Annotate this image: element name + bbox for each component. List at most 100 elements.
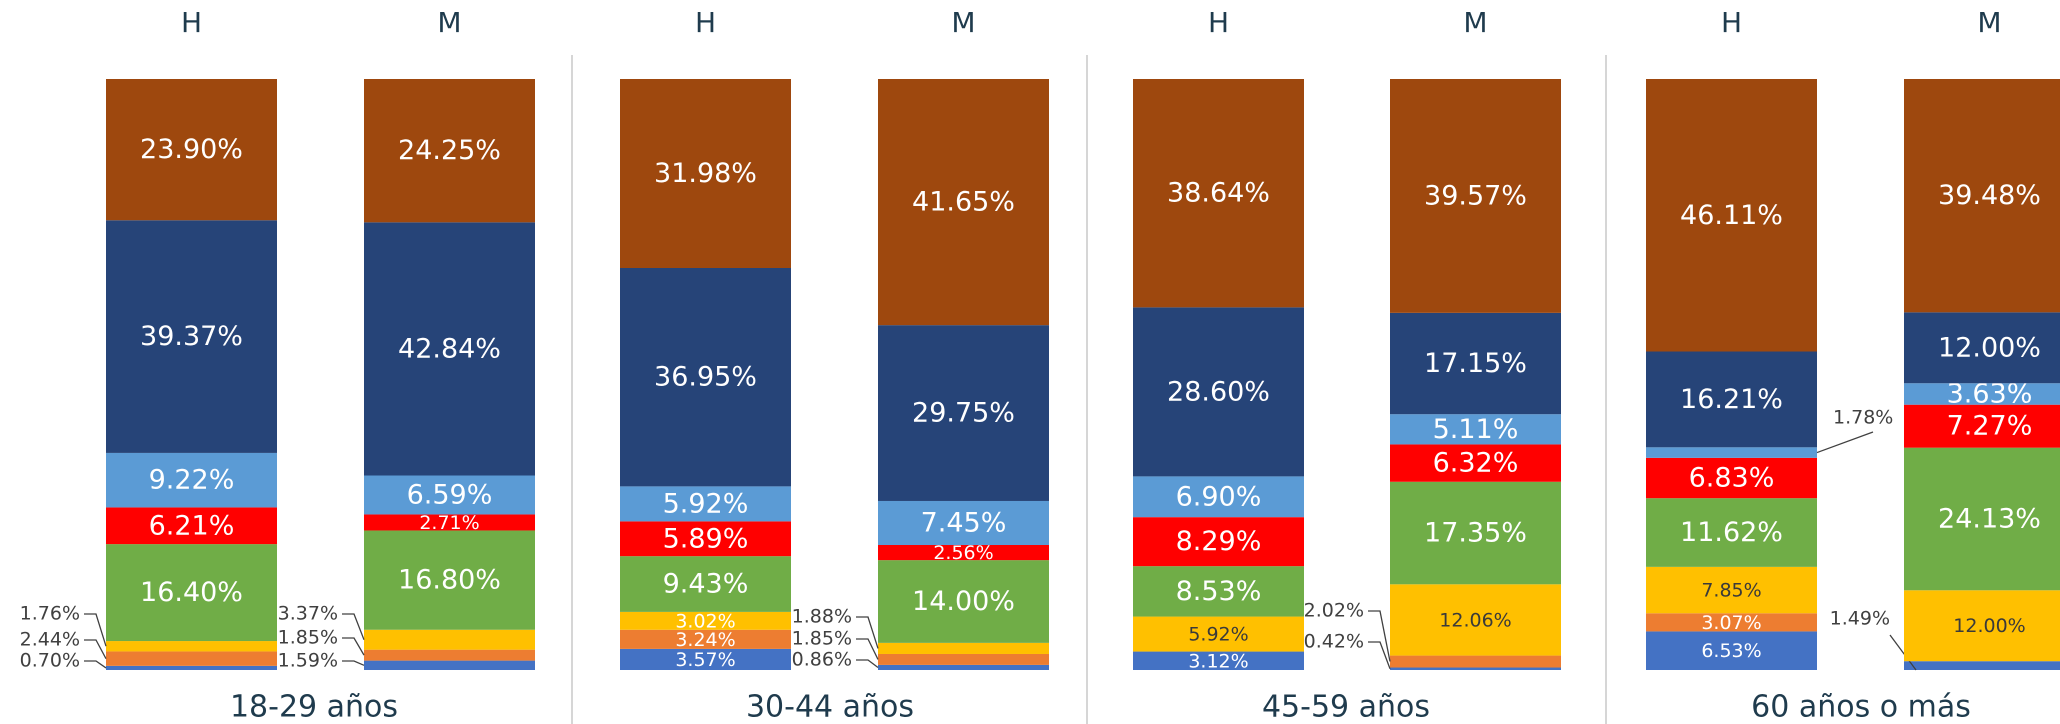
value-label: 3.07% xyxy=(1701,612,1761,634)
value-label: 14.00% xyxy=(912,586,1015,617)
bar-segment xyxy=(106,665,277,670)
value-label: 3.63% xyxy=(1947,378,2033,409)
value-label: 1.49% xyxy=(1830,608,1890,630)
bar-segment xyxy=(1646,631,1817,670)
value-label: 24.13% xyxy=(1938,503,2041,534)
value-label: 5.92% xyxy=(1188,624,1248,646)
bar-segment xyxy=(1904,447,2060,591)
leader-line xyxy=(856,659,879,668)
value-label: 3.37% xyxy=(278,603,338,625)
bar-segment xyxy=(1133,307,1304,477)
bar-segment xyxy=(1646,498,1817,567)
category-label: M xyxy=(1463,6,1487,39)
value-label: 3.12% xyxy=(1188,650,1248,672)
value-label: 39.57% xyxy=(1424,180,1527,211)
bar-segment xyxy=(1646,566,1817,614)
bar-segment xyxy=(364,629,535,650)
value-label: 3.24% xyxy=(675,629,735,651)
leader-line xyxy=(856,616,879,649)
bar-segment xyxy=(364,514,535,531)
bar-segment xyxy=(106,79,277,221)
value-label: 9.43% xyxy=(663,569,749,600)
bar-segment xyxy=(1133,616,1304,652)
group-label: 45-59 años xyxy=(1262,690,1430,724)
leader-line xyxy=(84,613,107,647)
category-label: M xyxy=(951,6,975,39)
bar-segment xyxy=(1133,476,1304,518)
bar-segment xyxy=(1390,655,1561,668)
value-label: 7.85% xyxy=(1701,580,1761,602)
bar-segment xyxy=(620,629,791,649)
bar-segment xyxy=(1390,667,1561,670)
value-label: 17.35% xyxy=(1424,518,1527,549)
bar-segment xyxy=(364,222,535,476)
bar-segment xyxy=(878,545,1049,561)
bar-segment xyxy=(106,544,277,642)
bar-segment xyxy=(1646,447,1817,458)
bar-segment xyxy=(1904,312,2060,384)
bar-segment xyxy=(1904,661,2060,670)
bar-segment xyxy=(364,79,535,223)
category-label: H xyxy=(1208,6,1229,39)
bar-segment xyxy=(364,530,535,630)
bar-segment xyxy=(620,268,791,487)
leader-line xyxy=(84,639,107,659)
value-label: 0.42% xyxy=(1304,631,1364,653)
value-label: 46.11% xyxy=(1680,200,1783,231)
leader-line xyxy=(1889,634,1917,671)
group-label: 18-29 años xyxy=(230,690,398,724)
value-label: 17.15% xyxy=(1424,348,1527,379)
bar-segment xyxy=(1646,613,1817,632)
bar-segment xyxy=(1133,651,1304,670)
category-label: H xyxy=(695,6,716,39)
bar-segment xyxy=(1390,414,1561,445)
value-label: 6.83% xyxy=(1689,463,1775,494)
value-label: 8.29% xyxy=(1176,526,1262,557)
bar-segment xyxy=(1390,584,1561,656)
bar-segment xyxy=(878,642,1049,654)
value-label: 9.22% xyxy=(149,465,235,496)
bar-segment xyxy=(106,452,277,508)
value-label: 39.48% xyxy=(1938,180,2041,211)
bar-segment xyxy=(106,651,277,666)
bar-segment xyxy=(106,641,277,652)
value-label: 8.53% xyxy=(1176,576,1262,607)
value-label: 6.32% xyxy=(1433,448,1519,479)
bar-segment xyxy=(878,500,1049,546)
leader-line xyxy=(342,637,365,656)
leader-line xyxy=(1816,431,1874,454)
value-label: 0.70% xyxy=(20,650,80,672)
value-label: 6.90% xyxy=(1176,481,1262,512)
value-label: 1.78% xyxy=(1833,407,1893,429)
leader-line xyxy=(84,660,107,669)
value-label: 31.98% xyxy=(654,158,757,189)
value-label: 42.84% xyxy=(398,333,501,364)
bar-segment xyxy=(878,79,1049,326)
group-label: 60 años o más xyxy=(1751,690,1971,724)
value-label: 5.89% xyxy=(663,523,749,554)
value-label: 24.25% xyxy=(398,135,501,166)
bar-segment xyxy=(620,556,791,612)
bar-segment xyxy=(1133,79,1304,308)
bar-segment xyxy=(1133,566,1304,617)
value-label: 1.59% xyxy=(278,650,338,672)
value-label: 6.59% xyxy=(407,479,493,510)
value-label: 6.53% xyxy=(1701,640,1761,662)
bar-segment xyxy=(878,653,1049,665)
bar-segment xyxy=(1646,79,1817,352)
bar-segment xyxy=(620,611,791,630)
bar-segment xyxy=(1904,383,2060,405)
value-label: 3.57% xyxy=(675,649,735,671)
bar-segment xyxy=(1904,404,2060,448)
bar-segment xyxy=(1390,312,1561,415)
value-label: 3.02% xyxy=(675,610,735,632)
value-label: 1.85% xyxy=(792,628,852,650)
bar-segment xyxy=(1904,79,2060,313)
value-label: 5.11% xyxy=(1433,414,1519,445)
group-label: 30-44 años xyxy=(746,690,914,724)
bar-segment xyxy=(878,560,1049,643)
bar-segment xyxy=(1646,457,1817,499)
category-label: H xyxy=(1721,6,1742,39)
